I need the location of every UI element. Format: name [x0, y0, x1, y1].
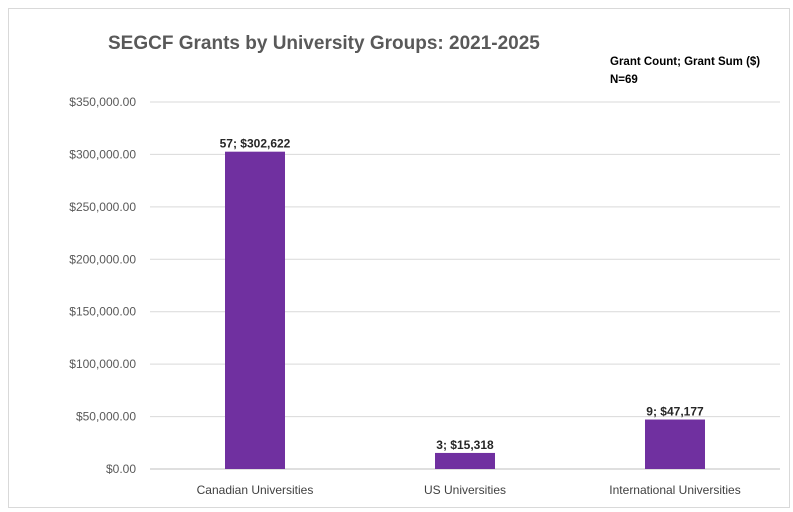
bar [645, 419, 705, 469]
x-tick-label: International Universities [609, 483, 740, 497]
x-tick-label: US Universities [424, 483, 506, 497]
y-tick-label: $100,000.00 [69, 357, 136, 371]
annotation-grant-count-sum: Grant Count; Grant Sum ($) [610, 56, 761, 68]
data-label: 3; $15,318 [436, 438, 494, 452]
x-tick-label: Canadian Universities [197, 483, 314, 497]
data-label: 57; $302,622 [220, 137, 291, 151]
chart-title: SEGCF Grants by University Groups: 2021-… [108, 33, 540, 54]
annotation-n: N=69 [610, 74, 638, 86]
y-tick-label: $0.00 [106, 462, 136, 476]
y-tick-label: $150,000.00 [69, 305, 136, 319]
y-tick-label: $250,000.00 [69, 200, 136, 214]
bar [225, 151, 285, 470]
bar [435, 452, 495, 469]
y-tick-label: $50,000.00 [76, 410, 136, 424]
y-tick-label: $300,000.00 [69, 147, 136, 161]
data-label: 9; $47,177 [646, 405, 704, 419]
y-tick-label: $350,000.00 [69, 95, 136, 109]
y-tick-label: $200,000.00 [69, 252, 136, 266]
